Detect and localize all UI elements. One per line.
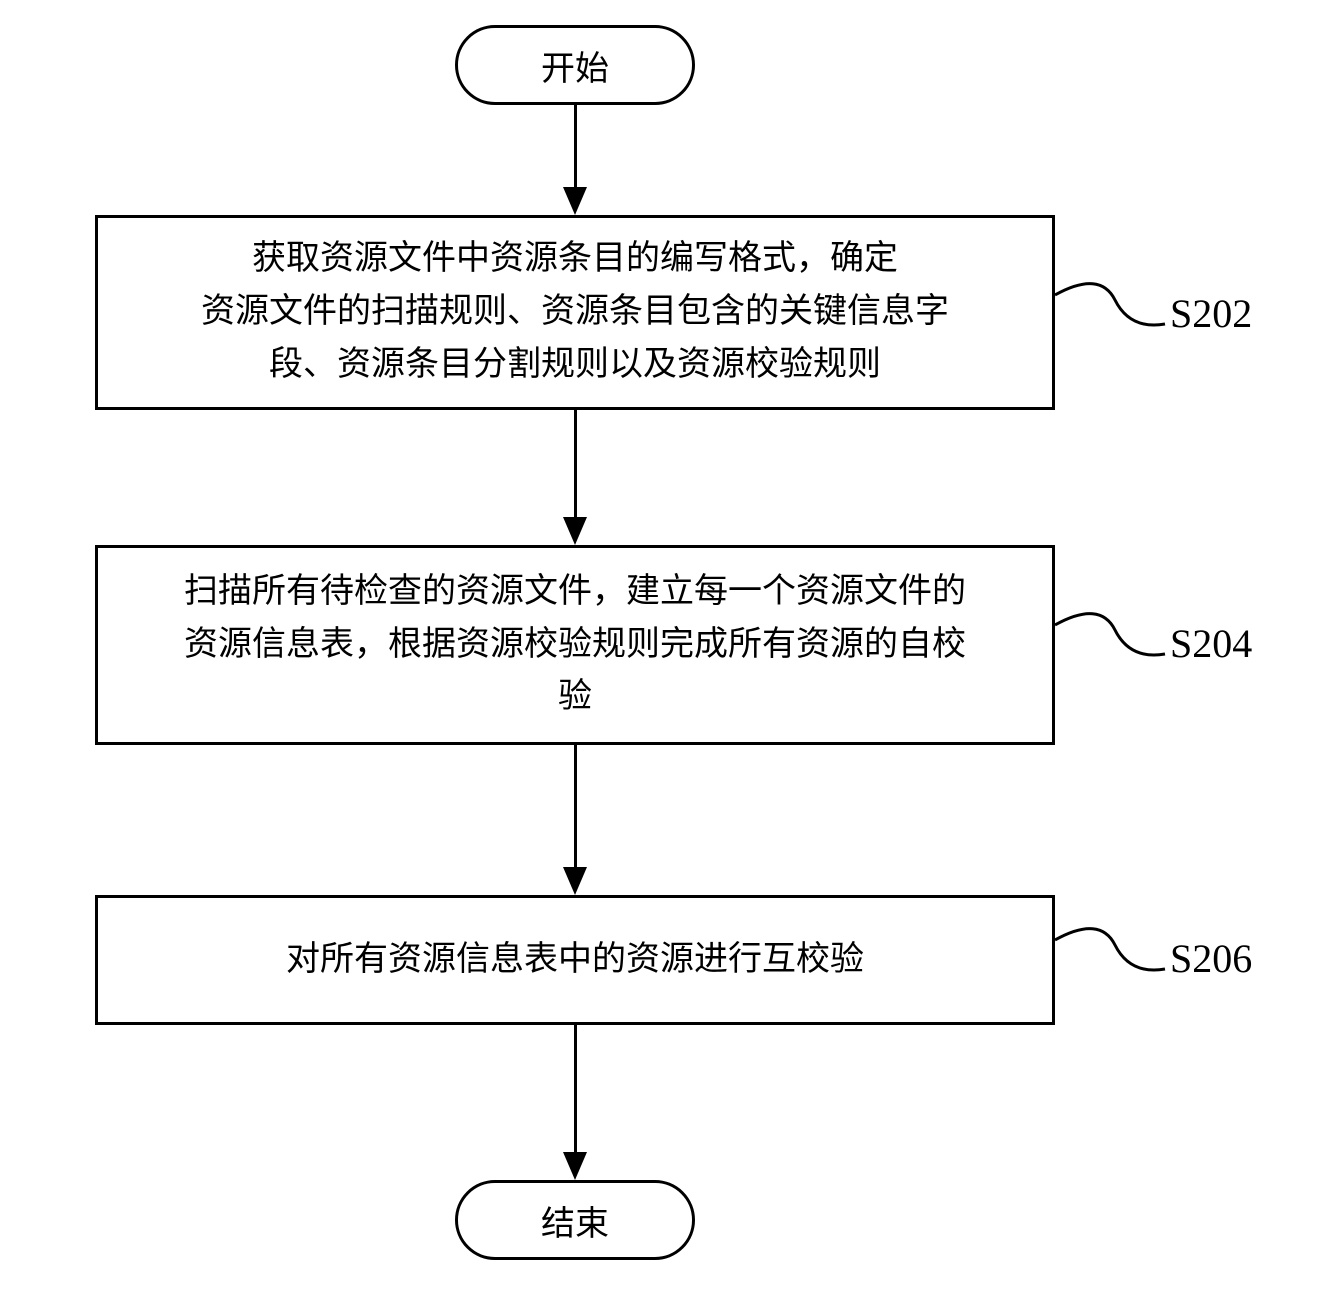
connector-s204: [1055, 610, 1170, 670]
process-s204-text: 扫描所有待检查的资源文件，建立每一个资源文件的 资源信息表，根据资源校验规则完成…: [184, 566, 966, 724]
start-node: 开始: [455, 25, 695, 105]
process-s206: 对所有资源信息表中的资源进行互校验: [95, 895, 1055, 1025]
end-label: 结束: [541, 1196, 609, 1245]
edge-s202-s204-head: [563, 517, 587, 545]
start-label: 开始: [541, 41, 609, 90]
process-s204: 扫描所有待检查的资源文件，建立每一个资源文件的 资源信息表，根据资源校验规则完成…: [95, 545, 1055, 745]
process-s202: 获取资源文件中资源条目的编写格式，确定 资源文件的扫描规则、资源条目包含的关键信…: [95, 215, 1055, 410]
edge-s204-s206-head: [563, 867, 587, 895]
label-s202: S202: [1170, 290, 1252, 337]
flowchart-canvas: 开始 获取资源文件中资源条目的编写格式，确定 资源文件的扫描规则、资源条目包含的…: [0, 0, 1334, 1309]
edge-s204-s206: [574, 745, 577, 867]
end-node: 结束: [455, 1180, 695, 1260]
label-s206: S206: [1170, 935, 1252, 982]
edge-start-s202-head: [563, 187, 587, 215]
edge-s202-s204: [574, 410, 577, 517]
connector-s202: [1055, 280, 1170, 340]
connector-s206: [1055, 925, 1170, 985]
edge-s206-end-head: [563, 1152, 587, 1180]
edge-start-s202: [574, 105, 577, 187]
process-s206-text: 对所有资源信息表中的资源进行互校验: [286, 934, 864, 987]
edge-s206-end: [574, 1025, 577, 1152]
label-s204: S204: [1170, 620, 1252, 667]
process-s202-text: 获取资源文件中资源条目的编写格式，确定 资源文件的扫描规则、资源条目包含的关键信…: [201, 233, 949, 391]
